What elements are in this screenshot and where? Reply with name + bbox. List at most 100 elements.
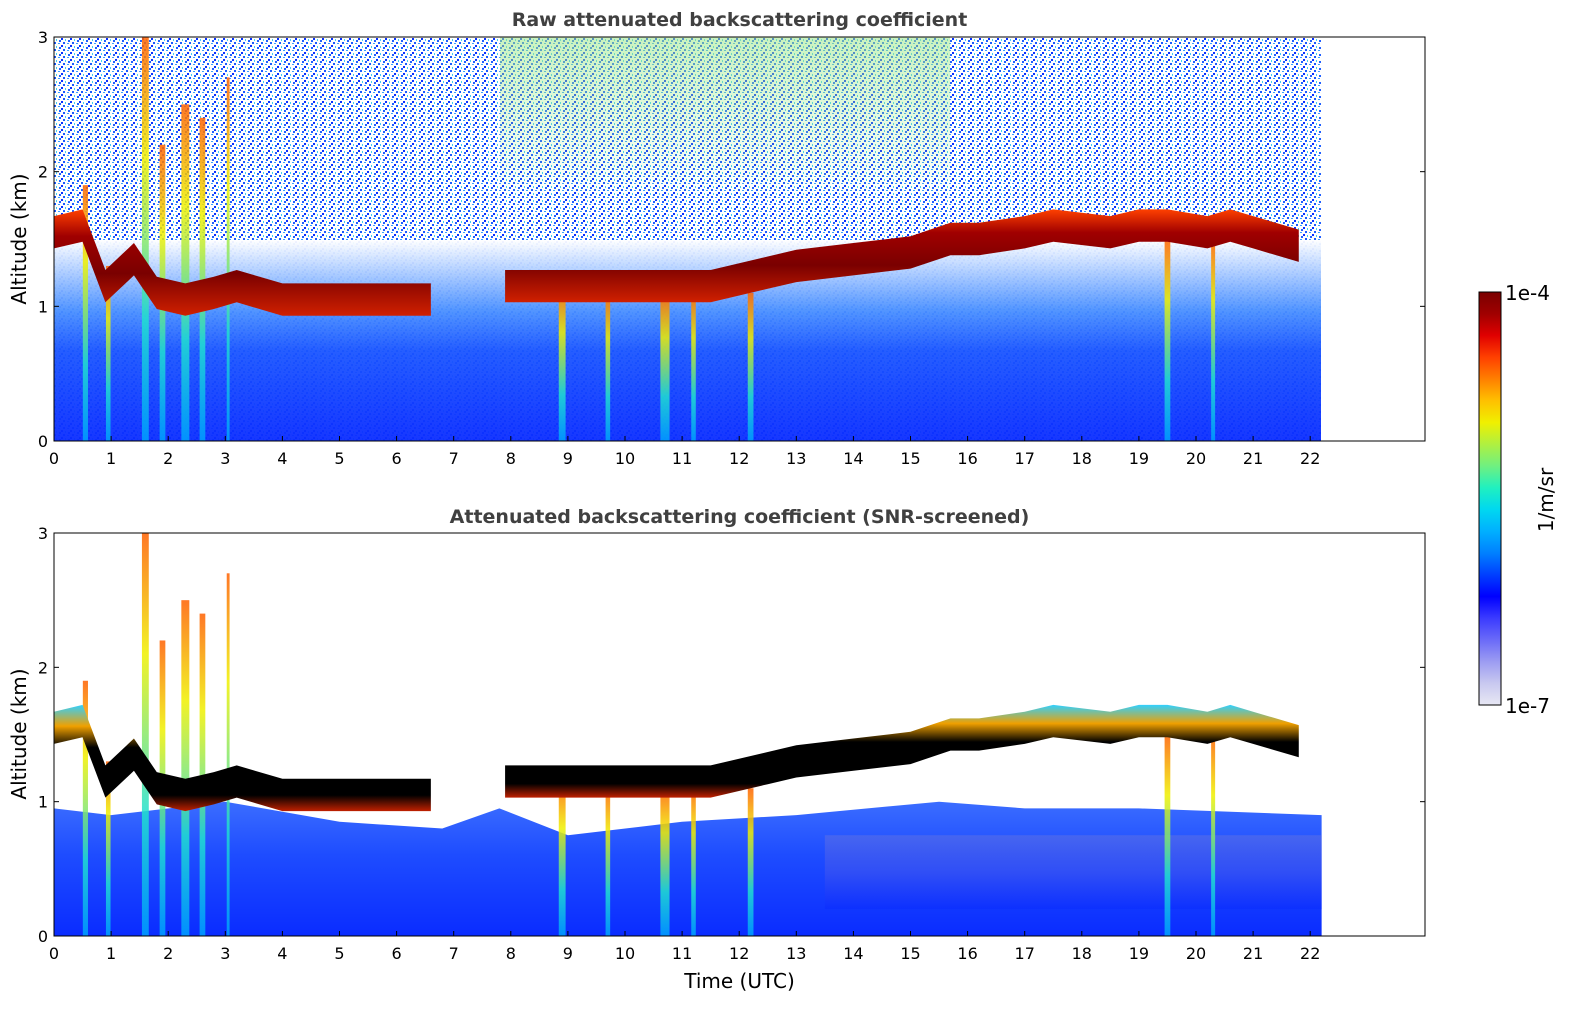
precip-streak: [1211, 734, 1216, 936]
y-tick-label: 0: [38, 432, 48, 451]
x-tick-label: 19: [1129, 449, 1149, 468]
x-tick-label: 13: [786, 449, 806, 468]
x-tick-label: 22: [1300, 449, 1320, 468]
panel-title-raw: Raw attenuated backscattering coefficien…: [512, 9, 968, 31]
y-tick-label: 2: [38, 163, 48, 182]
x-tick-label: 22: [1300, 944, 1320, 963]
colorbar-max-label: 1e-4: [1505, 281, 1550, 305]
precip-streak: [660, 292, 670, 441]
x-tick-label: 14: [843, 944, 863, 963]
x-tick-label: 1: [106, 944, 116, 963]
x-tick-label: 10: [615, 944, 635, 963]
y-tick-label: 3: [38, 28, 48, 47]
x-tick-label: 5: [334, 944, 344, 963]
x-tick-label: 9: [563, 449, 573, 468]
precip-streak: [1164, 239, 1171, 441]
screened-boundary-layer: [54, 801, 1322, 936]
x-tick-label: 8: [506, 944, 516, 963]
x-tick-label: 14: [843, 449, 863, 468]
x-tick-label: 7: [449, 449, 459, 468]
x-tick-label: 21: [1243, 944, 1263, 963]
x-tick-label: 20: [1186, 449, 1206, 468]
x-tick-label: 16: [957, 944, 977, 963]
y-tick-label: 3: [38, 524, 48, 543]
panel-title-screened: Attenuated backscattering coefficient (S…: [450, 506, 1030, 528]
colorbar-bar: [1478, 291, 1502, 706]
y-tick-label: 0: [38, 927, 48, 946]
x-tick-label: 12: [729, 944, 749, 963]
precip-streak: [105, 265, 111, 441]
precip-streak: [181, 600, 190, 936]
precip-streak: [1211, 239, 1216, 441]
x-tick-label: 4: [277, 944, 287, 963]
precip-streak: [181, 104, 190, 441]
screened-faint-aerosol: [824, 835, 1322, 910]
x-tick-label: 11: [672, 449, 692, 468]
x-tick-label: 4: [277, 449, 287, 468]
x-tick-label: 17: [1015, 944, 1035, 963]
precip-streak: [226, 77, 230, 441]
precip-streak: [82, 680, 88, 936]
screened-cloud-layer: [54, 704, 1299, 812]
raw-cloud-layer: [54, 209, 1299, 316]
precip-streak: [226, 573, 230, 936]
x-tick-label: 18: [1072, 449, 1092, 468]
x-tick-label: 6: [392, 944, 402, 963]
x-tick-label: 11: [672, 944, 692, 963]
x-tick-label: 17: [1015, 449, 1035, 468]
x-tick-label: 18: [1072, 944, 1092, 963]
precip-streak: [1164, 734, 1171, 936]
precip-streak: [691, 292, 696, 441]
x-axis-label: Time (UTC): [683, 969, 795, 993]
raw-noise-high-signal: [500, 37, 950, 197]
x-tick-label: 5: [334, 449, 344, 468]
x-tick-label: 20: [1186, 944, 1206, 963]
x-tick-label: 19: [1129, 944, 1149, 963]
cloud-band: [505, 704, 1299, 798]
x-tick-label: 21: [1243, 449, 1263, 468]
x-tick-label: 6: [392, 449, 402, 468]
precip-streak: [558, 286, 566, 441]
x-tick-label: 7: [449, 944, 459, 963]
cloud-band: [54, 209, 431, 316]
x-tick-label: 12: [729, 449, 749, 468]
y-tick-label: 2: [38, 658, 48, 677]
precip-streak: [605, 292, 611, 441]
precip-streak: [82, 185, 88, 441]
precip-streak: [141, 533, 149, 936]
cloud-band: [54, 704, 431, 812]
colorbar-min-label: 1e-7: [1505, 694, 1550, 718]
precip-streak: [605, 788, 611, 936]
y-tick-label: 1: [38, 793, 48, 812]
x-tick-label: 15: [900, 944, 920, 963]
colorbar: 1e-4 1e-7 1/m/sr: [1478, 281, 1558, 718]
precip-streak: [660, 788, 670, 936]
precip-streak: [747, 788, 754, 936]
y-tick-label: 1: [38, 297, 48, 316]
x-tick-label: 0: [49, 449, 59, 468]
x-tick-label: 8: [506, 449, 516, 468]
precip-streak: [747, 292, 754, 441]
x-tick-label: 13: [786, 944, 806, 963]
x-tick-label: 15: [900, 449, 920, 468]
panel-screened: Attenuated backscattering coefficient (S…: [7, 506, 1426, 993]
precip-streak: [141, 37, 149, 441]
x-tick-label: 1: [106, 449, 116, 468]
x-tick-label: 9: [563, 944, 573, 963]
precip-streak: [691, 788, 696, 936]
precip-streak: [105, 761, 111, 936]
x-tick-label: 2: [163, 449, 173, 468]
x-tick-label: 2: [163, 944, 173, 963]
x-tick-label: 10: [615, 449, 635, 468]
x-tick-label: 3: [220, 449, 230, 468]
panel-raw: Raw attenuated backscattering coefficien…: [7, 9, 1426, 468]
x-tick-label: 16: [957, 449, 977, 468]
x-tick-label: 0: [49, 944, 59, 963]
screened-y-axis-label: Altitude (km): [7, 668, 31, 799]
colorbar-unit-label: 1/m/sr: [1534, 467, 1558, 532]
x-tick-label: 3: [220, 944, 230, 963]
raw-y-axis-label: Altitude (km): [7, 173, 31, 304]
